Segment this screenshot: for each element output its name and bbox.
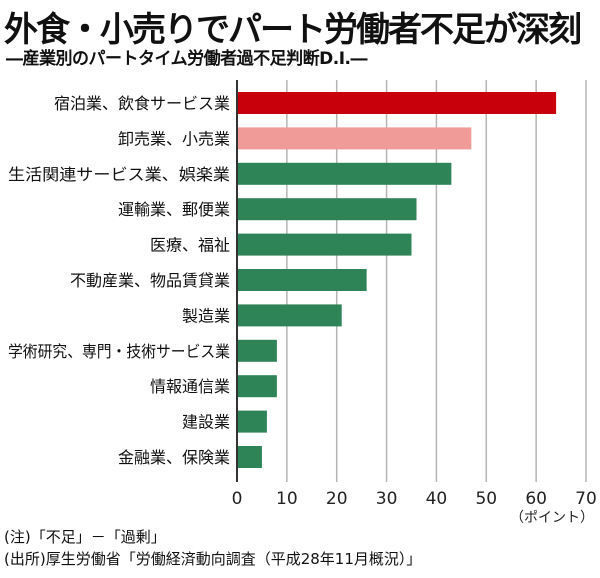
category-label: 運輸業、郵便業	[118, 200, 230, 219]
category-label: 金融業、保険業	[118, 448, 230, 467]
category-label: 製造業	[182, 306, 230, 325]
x-tick-label: 50	[475, 489, 497, 509]
category-label: 学術研究、専門・技術サービス業	[8, 342, 230, 361]
chart-title: 外食・小売りでパート労働者不足が深刻	[4, 10, 582, 50]
bar	[237, 375, 277, 398]
bar	[237, 127, 472, 150]
bar	[237, 92, 557, 114]
source-text: (出所)厚生労働省「労働経済動向調査（平成28年11月概況）」	[4, 550, 422, 568]
x-tick-label: 70	[575, 489, 597, 509]
x-tick-label: 30	[376, 489, 398, 509]
bar	[237, 304, 342, 327]
bar	[237, 410, 267, 433]
x-tick-label: 20	[326, 489, 348, 509]
bar	[237, 446, 262, 468]
note-text: (注)「不足」－「過剰」	[4, 528, 166, 546]
category-label: 卸売業、小売業	[118, 129, 230, 148]
bar	[237, 162, 452, 185]
x-tick-label: 60	[525, 489, 547, 509]
bar	[237, 198, 417, 221]
category-label: 生活関連サービス業、娯楽業	[8, 165, 230, 184]
category-label: 宿泊業、飲食サービス業	[54, 94, 230, 113]
bar	[237, 339, 277, 362]
chart-subtitle: ―産業別のパートタイム労働者過不足判断D.I.―	[6, 49, 368, 69]
x-tick-label: 40	[426, 489, 448, 509]
category-label: 建設業	[182, 413, 230, 432]
x-axis-label: （ポイント）	[510, 510, 594, 526]
category-label: 情報通信業	[150, 377, 230, 396]
x-tick-label: 10	[276, 489, 298, 509]
category-label: 医療、福祉	[150, 236, 230, 255]
bar	[237, 269, 367, 291]
x-tick-label: 0	[232, 489, 243, 509]
bar	[237, 233, 412, 256]
category-label: 不動産業、物品賃貸業	[70, 271, 230, 290]
